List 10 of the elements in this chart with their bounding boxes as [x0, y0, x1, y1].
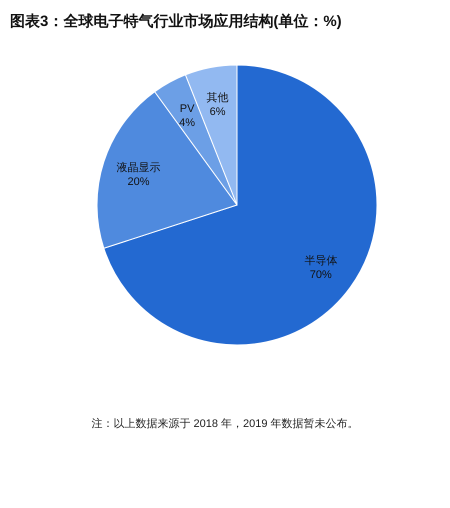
data-label: 4% [179, 117, 196, 130]
slice-label: 其他 [206, 91, 229, 104]
text: 注：以上数据来源于 2018 年，2019 年数据暂未公布。 [90, 416, 360, 431]
slice-label: 半导体 [304, 254, 338, 267]
data-label: 70% [310, 268, 332, 281]
slice-label: PV [180, 103, 196, 116]
data-label: 20% [127, 176, 150, 188]
data-label: 6% [210, 106, 226, 118]
chart-title: 图表3：全球电子特气行业市场应用结构(单位：%) [9, 12, 343, 32]
slice-label: 液晶显示 [116, 160, 160, 174]
